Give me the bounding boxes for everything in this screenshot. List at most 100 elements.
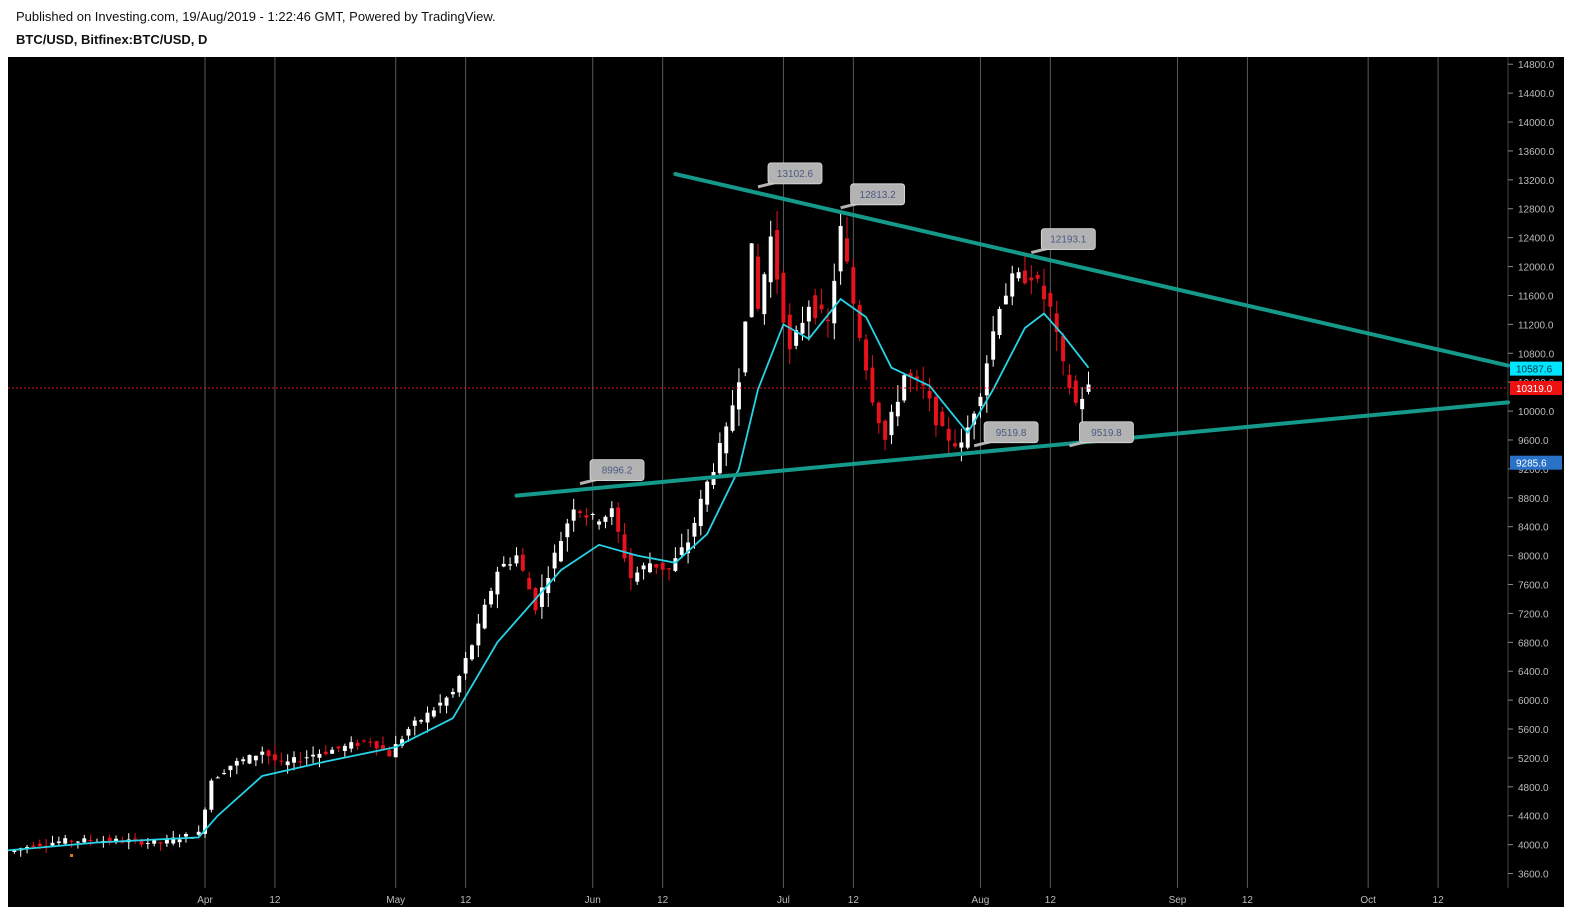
x-tick-label: 12	[848, 895, 860, 906]
candle	[412, 716, 417, 736]
candle	[266, 749, 271, 765]
candle-body	[641, 565, 646, 570]
candle	[120, 836, 125, 844]
trendline	[514, 400, 1510, 498]
candle	[107, 834, 112, 846]
x-tick-label: Sep	[1169, 895, 1187, 906]
candle	[311, 746, 316, 764]
candle-body	[838, 225, 843, 272]
candle	[1042, 268, 1046, 316]
candle	[857, 300, 862, 342]
candle-body	[431, 710, 436, 717]
y-tick-label: 6800.0	[1518, 638, 1549, 649]
x-tick-label: 12	[1045, 895, 1057, 906]
candle	[590, 512, 595, 520]
candle	[228, 765, 233, 778]
x-tick-label: 12	[1242, 895, 1254, 906]
candle-body	[203, 809, 208, 834]
candle	[584, 507, 589, 526]
x-tick-label: May	[386, 895, 405, 906]
candle-body	[628, 554, 633, 579]
callout-label: 9519.8	[996, 428, 1027, 439]
candle	[705, 480, 710, 512]
candle	[616, 502, 621, 543]
candle	[698, 489, 703, 536]
candle	[253, 755, 258, 767]
candle-body	[1073, 380, 1078, 403]
y-tick-label: 10000.0	[1518, 407, 1555, 418]
candle	[692, 517, 697, 549]
candle-body	[266, 750, 271, 757]
candle	[743, 321, 748, 377]
candle-body	[1035, 274, 1040, 279]
candle-body	[495, 571, 500, 595]
candle	[1022, 252, 1027, 285]
candle-body	[317, 753, 322, 758]
candle	[660, 562, 665, 577]
candle-body	[927, 390, 932, 399]
candle-body	[609, 508, 614, 517]
price-badge-label: 10319.0	[1516, 384, 1553, 395]
y-tick-label: 11600.0	[1518, 291, 1554, 302]
y-tick-label: 13600.0	[1518, 147, 1555, 158]
candle-body	[806, 306, 811, 322]
candle	[400, 735, 405, 748]
callout-box	[1040, 228, 1096, 251]
candle-body	[889, 411, 894, 436]
candle-body	[75, 841, 80, 843]
candle	[762, 272, 767, 325]
y-tick-label: 13200.0	[1518, 176, 1555, 187]
candle-body	[215, 777, 220, 779]
candle-body	[152, 840, 157, 844]
candle-body	[412, 720, 417, 726]
candle	[114, 835, 119, 845]
candle-body	[749, 243, 754, 318]
callout-label: 9519.8	[1091, 428, 1122, 439]
candle	[787, 303, 792, 365]
x-tick-label: Aug	[972, 895, 990, 906]
callout-box	[850, 183, 906, 206]
candle-body	[539, 587, 544, 607]
dividend-marker	[70, 853, 74, 857]
candle	[756, 244, 760, 312]
y-tick-label: 4400.0	[1518, 812, 1549, 823]
candle	[514, 547, 519, 567]
candle	[870, 355, 875, 406]
candle	[50, 835, 55, 847]
candle	[603, 515, 608, 529]
candle	[819, 289, 824, 314]
candle-body	[578, 511, 583, 514]
candle	[330, 746, 335, 754]
candle	[450, 688, 455, 698]
candle-body	[959, 442, 964, 448]
candle	[1003, 283, 1008, 305]
candle-body	[234, 760, 239, 766]
candle-body	[304, 757, 309, 759]
candle-body	[1048, 292, 1053, 307]
candle	[215, 775, 220, 779]
candle	[336, 746, 341, 753]
candle-body	[953, 443, 958, 447]
candle	[203, 807, 208, 838]
candle	[177, 834, 182, 848]
candle	[342, 743, 347, 759]
candle	[806, 300, 811, 341]
candle	[539, 574, 544, 619]
candle-body	[444, 697, 449, 706]
candle	[565, 518, 570, 552]
candle-body	[743, 321, 748, 373]
candle-body	[260, 751, 265, 755]
candle	[1054, 300, 1059, 352]
y-tick-label: 4000.0	[1518, 841, 1549, 852]
candle	[196, 825, 201, 836]
candle-body	[298, 761, 303, 763]
candle	[749, 243, 754, 318]
candle-body	[69, 840, 74, 842]
candle	[953, 429, 958, 449]
candle-body	[393, 744, 398, 758]
price-badge-price	[1510, 381, 1562, 396]
candle-body	[1061, 336, 1066, 362]
candle	[368, 737, 373, 747]
candle	[520, 547, 525, 572]
